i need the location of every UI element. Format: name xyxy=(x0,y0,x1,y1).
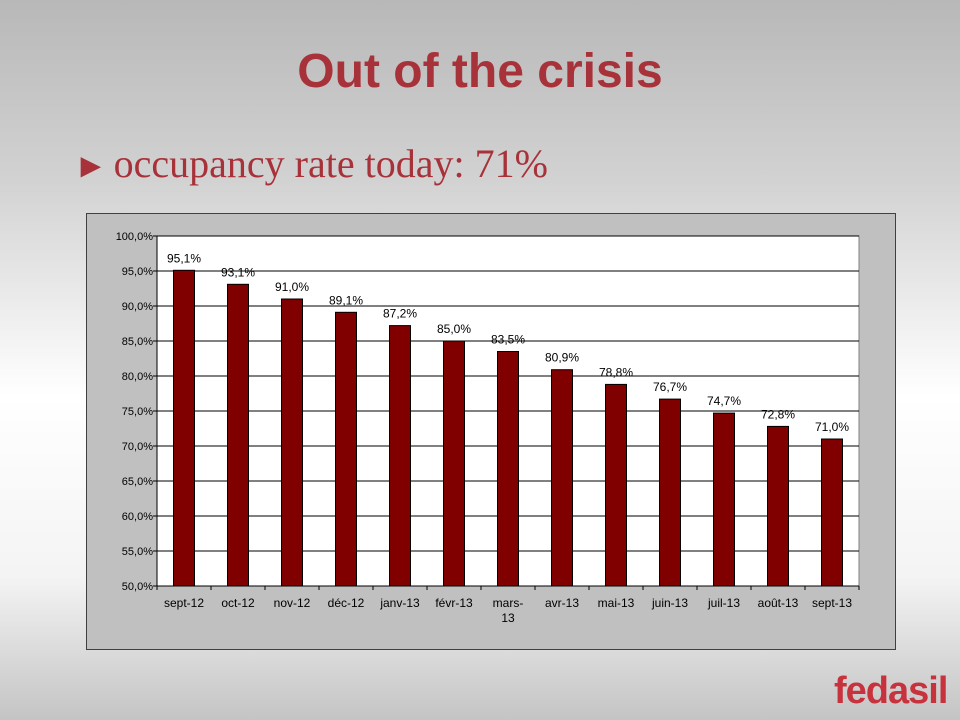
bullet-text: occupancy rate today: 71% xyxy=(113,141,548,186)
bar xyxy=(659,398,681,587)
bullet-arrow-icon: ► xyxy=(74,148,108,185)
x-tick-label: août-13 xyxy=(758,596,799,610)
bar xyxy=(281,298,303,587)
y-tick-label: 90,0% xyxy=(122,301,153,313)
slide-title: Out of the crisis xyxy=(297,45,663,98)
y-tick-label: 55,0% xyxy=(122,546,153,558)
chart-area: 50,0% 55,0% 60,0% 65,0% 70,0% 75,0% 80,0% 85,0%… xyxy=(86,213,896,650)
bar xyxy=(713,412,735,587)
x-tick-label: juil-13 xyxy=(707,596,740,610)
x-tick-label: avr-13 xyxy=(545,596,579,610)
x-tick-label: mai-13 xyxy=(598,596,635,610)
bar xyxy=(227,283,249,587)
data-label: 91,0% xyxy=(275,280,309,294)
y-tick-label: 95,0% xyxy=(122,266,153,278)
bar xyxy=(389,325,411,587)
fedasil-logo: fedasil xyxy=(834,670,948,712)
data-label: 78,8% xyxy=(599,365,633,379)
bar xyxy=(443,340,465,587)
y-tick-label: 70,0% xyxy=(122,441,153,453)
data-label: 95,1% xyxy=(167,251,201,265)
data-label: 74,7% xyxy=(707,394,741,408)
x-tick-label: mars-13 xyxy=(493,596,524,625)
data-label: 83,5% xyxy=(491,333,525,347)
x-tick-label: nov-12 xyxy=(274,596,311,610)
data-label: 85,0% xyxy=(437,322,471,336)
data-label: 80,9% xyxy=(545,351,579,365)
x-tick-label: juin-13 xyxy=(651,596,688,610)
x-tick-label: sept-12 xyxy=(164,596,204,610)
x-tick-label: sept-13 xyxy=(812,596,852,610)
bar xyxy=(497,351,519,587)
data-label: 72,8% xyxy=(761,407,795,421)
x-tick-label: janv-13 xyxy=(379,596,420,610)
bar xyxy=(767,425,789,587)
data-label: 89,1% xyxy=(329,293,363,307)
data-label: 87,2% xyxy=(383,307,417,321)
data-label: 76,7% xyxy=(653,380,687,394)
y-tick-label: 100,0% xyxy=(116,231,154,243)
x-tick-label: oct-12 xyxy=(221,596,255,610)
data-label: 71,0% xyxy=(815,420,849,434)
bar-chart: 50,0% 55,0% 60,0% 65,0% 70,0% 75,0% 80,0% 85,0%… xyxy=(116,231,860,625)
y-tick-label: 50,0% xyxy=(122,581,153,593)
y-tick-label: 75,0% xyxy=(122,406,153,418)
y-tick-label: 85,0% xyxy=(122,336,153,348)
x-tick-label: févr-13 xyxy=(435,596,473,610)
bar xyxy=(551,369,573,587)
y-tick-label: 80,0% xyxy=(122,371,153,383)
bullet-line: ► occupancy rate today: 71% xyxy=(74,140,548,187)
y-tick-label: 60,0% xyxy=(122,511,153,523)
y-tick-label: 65,0% xyxy=(122,476,153,488)
bar xyxy=(173,269,195,587)
bar xyxy=(821,438,843,587)
x-tick-label: déc-12 xyxy=(328,596,365,610)
bar xyxy=(335,311,357,587)
bar xyxy=(605,383,627,587)
data-label: 93,1% xyxy=(221,265,255,279)
